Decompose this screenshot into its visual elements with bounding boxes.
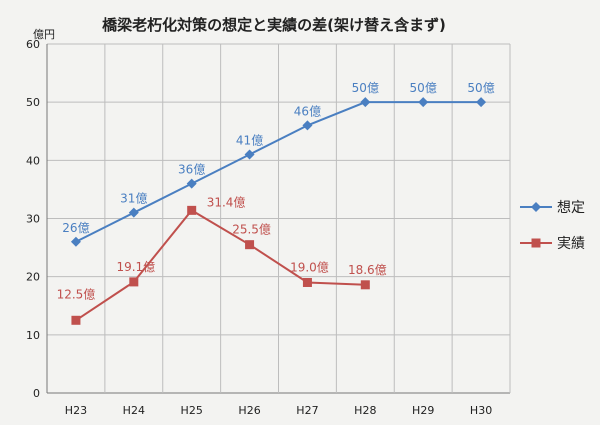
- data-label: 50億: [352, 81, 379, 95]
- x-tick-label: H24: [123, 404, 145, 417]
- legend-marker: [531, 202, 541, 212]
- x-tick-label: H29: [412, 404, 434, 417]
- data-point: [129, 277, 139, 287]
- y-tick-label: 0: [33, 387, 40, 400]
- data-label: 19.0億: [290, 260, 329, 274]
- chart-title: 橋梁老朽化対策の想定と実績の差(架け替え含まず): [102, 16, 446, 34]
- data-label: 41億: [236, 134, 263, 148]
- data-label: 46億: [294, 104, 321, 118]
- x-tick-label: H23: [65, 404, 87, 417]
- legend-marker: [531, 238, 541, 248]
- series-line-0: [75, 101, 482, 243]
- y-tick-label: 30: [26, 213, 40, 226]
- data-point: [302, 120, 313, 131]
- x-tick-label: H28: [354, 404, 376, 417]
- data-label: 36億: [178, 163, 205, 177]
- data-point: [245, 240, 255, 250]
- data-label: 18.6億: [348, 263, 387, 277]
- data-point: [418, 97, 429, 108]
- y-tick-label: 10: [26, 329, 40, 342]
- data-point: [360, 280, 370, 290]
- data-label: 19.1億: [116, 260, 155, 274]
- data-label: 31億: [120, 192, 147, 206]
- data-point: [128, 207, 139, 218]
- y-tick-label: 50: [26, 96, 40, 109]
- legend-label: 実績: [557, 236, 585, 252]
- x-tick-label: H26: [238, 404, 260, 417]
- data-point: [71, 315, 81, 325]
- data-point: [70, 236, 81, 247]
- y-tick-label: 40: [26, 154, 40, 167]
- data-point: [302, 277, 312, 287]
- data-label: 25.5億: [232, 223, 271, 237]
- data-point: [476, 97, 487, 108]
- data-point: [244, 149, 255, 160]
- x-tick-label: H25: [181, 404, 203, 417]
- x-tick-label: H30: [470, 404, 492, 417]
- series-line-1: [75, 209, 366, 322]
- y-tick-label: 20: [26, 271, 40, 284]
- data-point: [360, 97, 371, 108]
- data-label: 26億: [62, 221, 89, 235]
- legend-label: 想定: [557, 200, 585, 216]
- data-point: [187, 205, 197, 215]
- x-tick-label: H27: [296, 404, 318, 417]
- data-label: 50億: [410, 81, 437, 95]
- y-tick-label: 60: [26, 38, 40, 51]
- data-label: 31.4億: [207, 195, 246, 209]
- data-point: [186, 178, 197, 189]
- data-label: 50億: [467, 81, 494, 95]
- data-label: 12.5億: [57, 287, 96, 301]
- y-axis-unit-label: 億円: [33, 28, 55, 41]
